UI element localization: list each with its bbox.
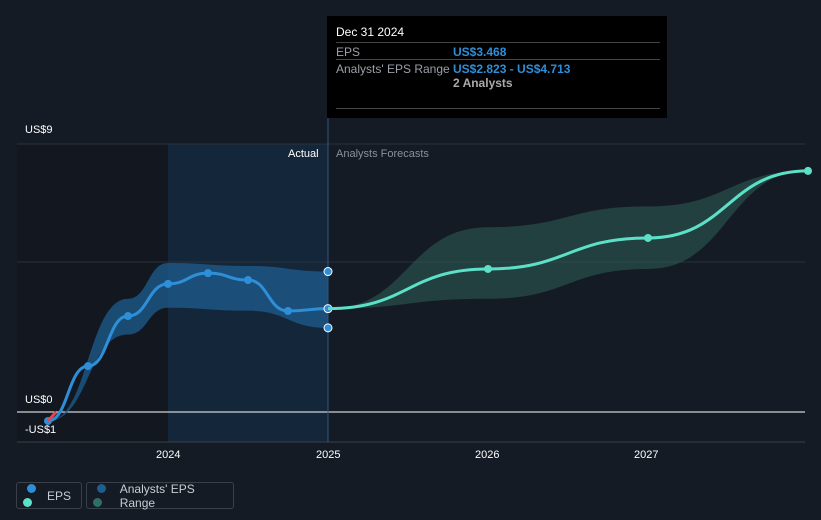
tooltip-range-value: US$2.823 - US$4.713 [453,62,571,76]
negative-segment [46,410,58,422]
tooltip-range-label: Analysts' EPS Range [336,62,450,76]
eps-point [204,269,212,278]
y-tick-label: US$9 [25,124,53,136]
eps-point [244,275,252,284]
legend-range[interactable]: Analysts' EPS Range [86,481,234,510]
x-tick-label: 2026 [475,449,500,461]
actual-label: Actual [288,148,319,160]
eps-point [644,233,652,242]
eps-point [804,166,812,175]
eps-range-band [328,170,808,309]
legend-label: EPS [46,488,71,503]
tooltip-date: Dec 31 2024 [336,25,405,39]
y-tick-label: US$0 [25,394,53,406]
eps-point [484,264,492,273]
range-end-point [323,323,333,333]
x-tick-label: 2025 [316,449,341,461]
x-tick-label: 2024 [156,449,181,461]
tooltip-analysts: 2 Analysts [453,76,513,90]
forecast-label: Analysts Forecasts [336,148,429,160]
eps-legend-icon [23,482,37,510]
eps-point [124,312,132,321]
range-end-point [323,267,333,277]
legend-label: Analysts' EPS Range [119,481,195,510]
eps-point [164,279,172,288]
eps-line-forecast [327,169,809,311]
tooltip-eps-label: EPS [336,45,361,59]
eps-range-band [48,263,328,421]
tooltip-eps-value: US$3.468 [453,45,507,59]
eps-point [284,306,292,315]
x-tick-label: 2027 [634,449,659,461]
legend-eps[interactable]: EPS [16,482,82,509]
tooltip: Dec 31 2024 EPS US$3.468 Analysts' EPS Ra… [327,16,667,118]
y-tick-label: -US$1 [25,424,57,436]
range-legend-icon [93,482,110,510]
eps-point [84,362,92,371]
